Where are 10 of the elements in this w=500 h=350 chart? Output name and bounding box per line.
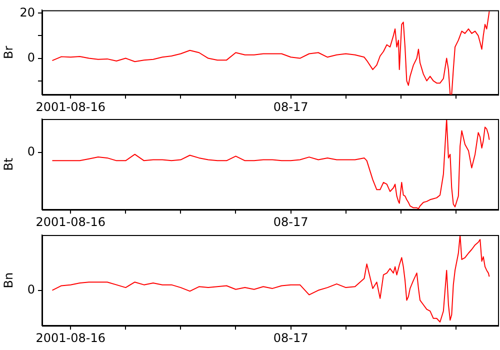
- x-tick-label: 08-17: [273, 214, 308, 229]
- y-axis-title: Bt: [1, 158, 16, 171]
- y-axis-title: Br: [1, 46, 16, 59]
- y-axis-title: Bn: [1, 272, 16, 288]
- x-tick-label: 2001-08-16: [36, 100, 106, 114]
- x-tick-label: 2001-08-16: [36, 330, 106, 345]
- x-tick-label: 08-17: [273, 330, 308, 345]
- y-tick-label: 20: [20, 5, 35, 20]
- x-tick-label: 08-17: [273, 100, 308, 114]
- x-tick-label: 2001-08-16: [36, 214, 106, 229]
